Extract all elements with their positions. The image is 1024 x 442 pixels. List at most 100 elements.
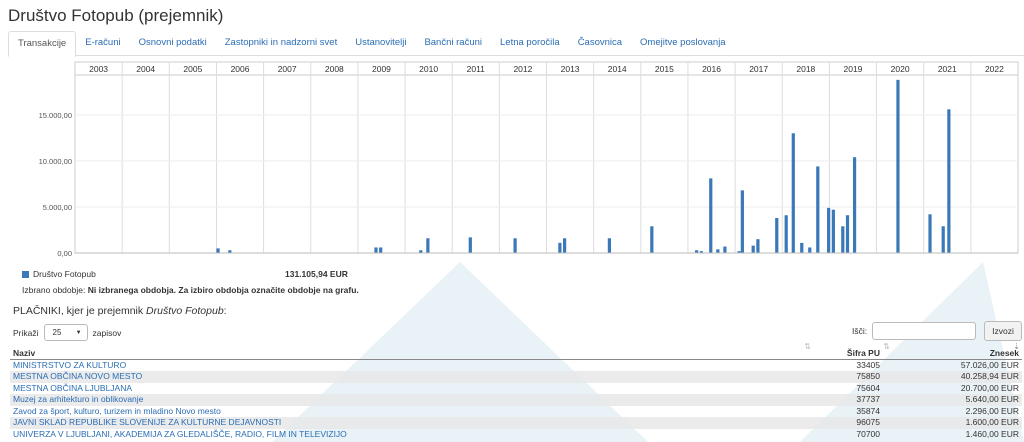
bar[interactable]	[563, 238, 567, 253]
cell-name[interactable]: MINISTRSTVO ZA KULTURO	[13, 359, 127, 370]
page-title: Društvo Fotopub (prejemnik)	[8, 6, 224, 25]
bar[interactable]	[816, 166, 820, 253]
bar[interactable]	[216, 248, 220, 253]
export-button[interactable]: Izvozi	[984, 321, 1022, 341]
bar[interactable]	[784, 215, 788, 253]
year-label[interactable]: 2015	[655, 64, 674, 74]
year-label[interactable]: 2003	[89, 64, 108, 74]
year-label[interactable]: 2021	[938, 64, 957, 74]
y-tick-label: 5.000,00	[43, 203, 72, 212]
bar[interactable]	[374, 247, 378, 253]
bar[interactable]	[558, 242, 562, 253]
transactions-chart[interactable]: 2003 2004 2005 2006 2007 2008 2009 2010 2011 2012…	[0, 58, 1024, 263]
bar[interactable]	[756, 239, 760, 253]
bar[interactable]	[841, 226, 845, 253]
bar[interactable]	[695, 250, 699, 253]
column-header-code-label: Šifra PU	[846, 347, 880, 358]
year-label[interactable]: 2010	[419, 64, 438, 74]
page-size-select[interactable]: 25 ▼	[43, 324, 88, 341]
year-label[interactable]: 2020	[891, 64, 910, 74]
show-label: Prikaži	[13, 327, 39, 338]
year-label[interactable]: 2005	[183, 64, 202, 74]
y-tick-label: 10.000,00	[39, 157, 72, 166]
year-label[interactable]: 2007	[278, 64, 297, 74]
cell-code: 70700	[856, 429, 880, 440]
bar[interactable]	[699, 251, 703, 253]
bar[interactable]	[941, 226, 945, 253]
year-label[interactable]: 2013	[561, 64, 580, 74]
tab-5[interactable]: Bančni računi	[424, 37, 482, 48]
bar[interactable]	[228, 250, 232, 253]
cell-name[interactable]: MESTNA OBČINA LJUBLJANA	[13, 382, 133, 393]
bar[interactable]	[379, 247, 383, 253]
tab-0[interactable]: Transakcije	[8, 31, 77, 57]
year-label[interactable]: 2006	[231, 64, 250, 74]
search-label: Išči:	[852, 326, 868, 336]
bar[interactable]	[737, 251, 741, 253]
year-label[interactable]: 2017	[749, 64, 768, 74]
table-row: MESTNA OBČINA LJUBLJANA 75604 20.700,00 EU…	[10, 383, 1022, 395]
bar[interactable]	[791, 133, 795, 253]
column-header-code[interactable]: Šifra PU ⇅	[815, 342, 890, 360]
bar[interactable]	[709, 178, 713, 253]
tab-7[interactable]: Časovnica	[577, 37, 623, 48]
year-label[interactable]: 2008	[325, 64, 344, 74]
cell-name[interactable]: UNIVERZA V LJUBLJANI, AKADEMIJA ZA GLEDA…	[13, 429, 347, 440]
bar[interactable]	[808, 247, 812, 253]
bar[interactable]	[513, 238, 517, 253]
tab-2[interactable]: Osnovni podatki	[138, 37, 207, 48]
bar[interactable]	[800, 242, 804, 253]
bar[interactable]	[716, 249, 720, 253]
bar[interactable]	[723, 246, 727, 253]
bar[interactable]	[751, 245, 755, 253]
cell-amount: 1.460,00 EUR	[965, 429, 1019, 440]
year-label[interactable]: 2018	[796, 64, 815, 74]
year-label[interactable]: 2011	[467, 64, 486, 74]
year-label[interactable]: 2022	[985, 64, 1004, 74]
tab-8[interactable]: Omejitve poslovanja	[640, 37, 726, 48]
bar[interactable]	[827, 207, 831, 253]
table-row: MESTNA OBČINA NOVO MESTO 75850 40.258,94 E…	[10, 371, 1022, 383]
bar[interactable]	[607, 238, 611, 253]
bar[interactable]	[896, 79, 900, 253]
legend-swatch	[22, 270, 29, 278]
column-header-name-label: Naziv	[13, 347, 36, 358]
bar[interactable]	[947, 109, 951, 253]
search-input[interactable]	[872, 322, 976, 340]
tab-3[interactable]: Zastopniki in nadzorni svet	[224, 37, 338, 48]
payers-table: Naziv ⇅ Šifra PU ⇅ Znesek ⇣ MINISTRSTVO …	[10, 342, 1022, 441]
cell-amount: 40.258,94 EUR	[883, 371, 1022, 383]
bar[interactable]	[650, 226, 654, 253]
cell-name[interactable]: Muzej za arhitekturo in oblikovanje	[10, 394, 815, 406]
tab-1[interactable]: E-računi	[85, 37, 121, 48]
bar[interactable]	[845, 215, 850, 253]
table-row: UNIVERZA V LJUBLJANI, AKADEMIJA ZA GLEDA…	[10, 429, 1022, 441]
cell-name[interactable]: MESTNA OBČINA NOVO MESTO	[10, 371, 815, 383]
column-header-name[interactable]: Naziv ⇅	[10, 342, 815, 360]
bar[interactable]	[419, 250, 423, 253]
bar[interactable]	[928, 214, 932, 253]
year-label[interactable]: 2004	[136, 64, 155, 74]
bar[interactable]	[740, 190, 744, 253]
column-header-amount[interactable]: Znesek ⇣	[883, 342, 1022, 360]
section-title: PLAČNIKI, kjer je prejemnik Društvo Foto…	[13, 305, 227, 317]
cell-amount: 1.600,00 EUR	[883, 417, 1022, 430]
bar[interactable]	[468, 237, 472, 253]
year-label[interactable]: 2019	[844, 64, 863, 74]
bar[interactable]	[831, 209, 835, 253]
cell-name[interactable]: JAVNI SKLAD REPUBLIKE SLOVENIJE ZA KULTU…	[10, 417, 815, 430]
tab-bar: Transakcije E-računi Osnovni podatki Zastop…	[8, 31, 1024, 57]
bar[interactable]	[852, 157, 857, 253]
year-label[interactable]: 2009	[372, 64, 391, 74]
cell-code: 35874	[856, 405, 880, 416]
year-label[interactable]: 2012	[513, 64, 532, 74]
tab-4[interactable]: Ustanovitelji	[355, 37, 407, 48]
year-label[interactable]: 2016	[702, 64, 721, 74]
year-label[interactable]: 2014	[608, 64, 627, 74]
cell-amount: 57.026,00 EUR	[960, 359, 1019, 370]
tab-6[interactable]: Letna poročila	[500, 37, 560, 48]
bar[interactable]	[775, 218, 779, 253]
bar[interactable]	[426, 238, 430, 253]
cell-code: 37737	[815, 394, 883, 406]
cell-name[interactable]: Zavod za šport, kulturo, turizem in mlad…	[13, 405, 221, 416]
